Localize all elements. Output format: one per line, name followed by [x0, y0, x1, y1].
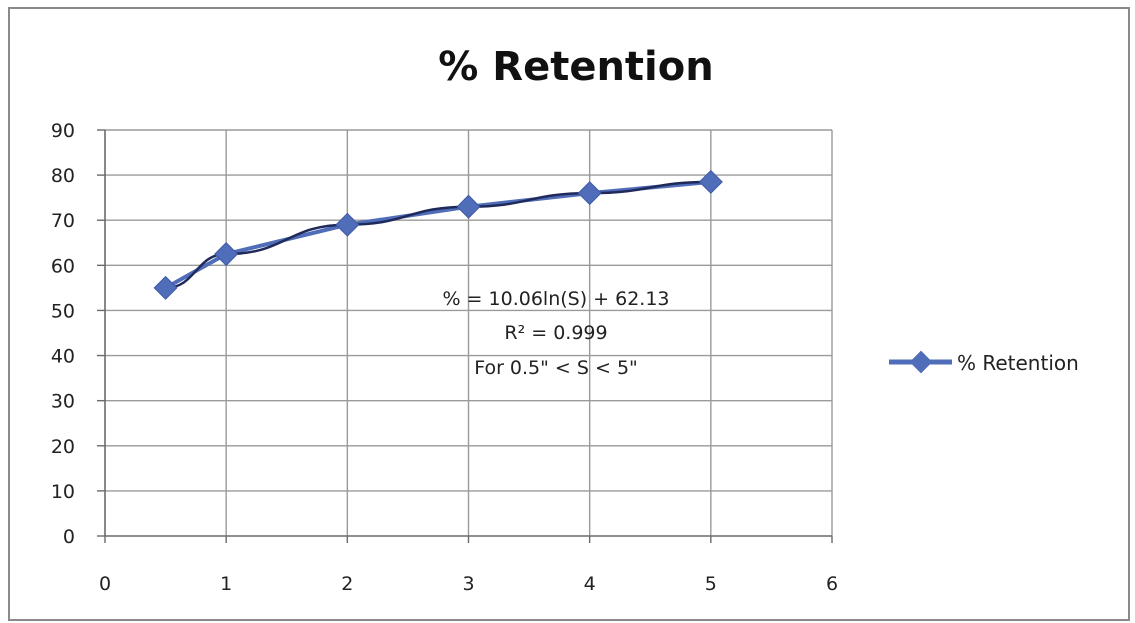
annotation-line: % = 10.06ln(S) + 62.13	[442, 288, 669, 310]
y-tick-label: 30	[51, 391, 75, 413]
y-tick-labels: 0 10 20 30 40 50 60 70 80 90	[51, 120, 75, 548]
chart-title: % Retention	[438, 44, 713, 90]
y-tick-label: 20	[51, 436, 75, 458]
legend-label: % Retention	[957, 351, 1079, 375]
x-tick-label: 3	[462, 573, 474, 595]
annotation-line: For 0.5" < S < 5"	[474, 357, 638, 379]
trendline-annotation: % = 10.06ln(S) + 62.13 R² = 0.999 For 0.5"…	[442, 288, 669, 379]
data-point	[698, 169, 723, 194]
x-tick-label: 1	[220, 573, 232, 595]
x-tick-label: 2	[341, 573, 353, 595]
legend-marker	[909, 350, 933, 374]
x-tick-label: 4	[584, 573, 596, 595]
y-tick-label: 40	[51, 346, 75, 368]
x-tick-labels: 0 1 2 3 4 5 6	[99, 573, 838, 595]
axes	[97, 129, 833, 543]
x-tick-label: 6	[826, 573, 838, 595]
legend: % Retention	[889, 350, 1079, 375]
x-tick-label: 5	[705, 573, 717, 595]
annotation-line: R² = 0.999	[504, 322, 607, 344]
y-tick-label: 50	[51, 300, 75, 322]
data-point	[335, 212, 360, 237]
data-point	[153, 275, 178, 300]
series-layer	[153, 169, 723, 300]
data-point	[456, 194, 481, 219]
y-tick-label: 0	[63, 526, 75, 548]
y-tick-label: 70	[51, 210, 75, 232]
x-tick-label: 0	[99, 573, 111, 595]
y-tick-label: 60	[51, 255, 75, 277]
data-point	[577, 181, 602, 206]
chart-border	[8, 7, 1130, 621]
y-tick-label: 90	[51, 120, 75, 142]
y-tick-label: 80	[51, 165, 75, 187]
y-tick-label: 10	[51, 481, 75, 503]
data-point	[214, 242, 239, 267]
